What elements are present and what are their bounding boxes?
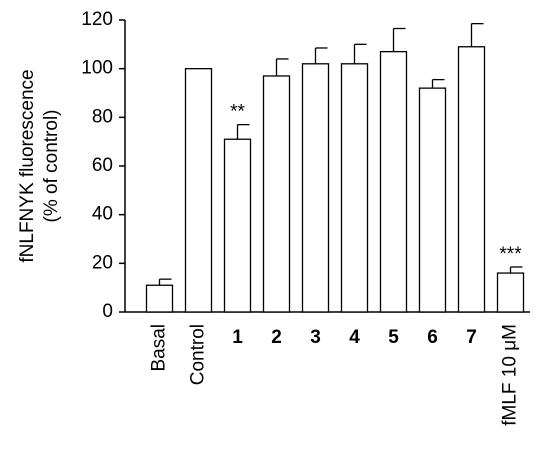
x-tick-label: 3	[310, 327, 321, 348]
x-tick-label: 4	[349, 327, 360, 348]
y-tick-label: 100	[81, 58, 113, 79]
x-tick-label: 7	[466, 327, 477, 348]
annotation: **	[230, 102, 245, 123]
bar	[496, 272, 525, 313]
bar	[184, 68, 213, 313]
bar	[457, 46, 486, 313]
x-tick-label: 2	[271, 327, 282, 348]
y-tick-label: 20	[92, 252, 113, 273]
bar	[145, 284, 174, 313]
bar	[340, 63, 369, 313]
x-tick-label: 6	[427, 327, 438, 348]
bar	[223, 138, 252, 313]
bar	[418, 87, 447, 313]
x-tick-label: Basal	[149, 324, 170, 372]
x-tick-label: 1	[232, 327, 243, 348]
annotation: ***	[499, 244, 522, 265]
bar	[301, 63, 330, 313]
x-tick-label: Control	[188, 324, 209, 385]
bar	[262, 75, 291, 313]
bar	[379, 50, 408, 313]
y-tick-label: 0	[102, 301, 113, 322]
y-tick-label: 120	[81, 9, 113, 30]
y-tick-label: 80	[92, 106, 113, 127]
y-tick-label: 60	[92, 155, 113, 176]
y-tick-label: 40	[92, 204, 113, 225]
y-axis-label: fNLFNYK fluorescence	[17, 69, 38, 262]
x-tick-label: 5	[388, 327, 399, 348]
y-axis-label: (% of control)	[41, 110, 62, 223]
x-tick-label: fMLF 10 μM	[500, 324, 521, 426]
